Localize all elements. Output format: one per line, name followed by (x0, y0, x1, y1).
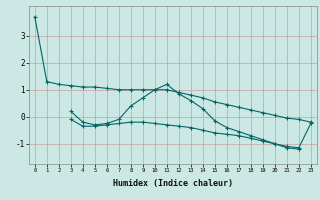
X-axis label: Humidex (Indice chaleur): Humidex (Indice chaleur) (113, 179, 233, 188)
